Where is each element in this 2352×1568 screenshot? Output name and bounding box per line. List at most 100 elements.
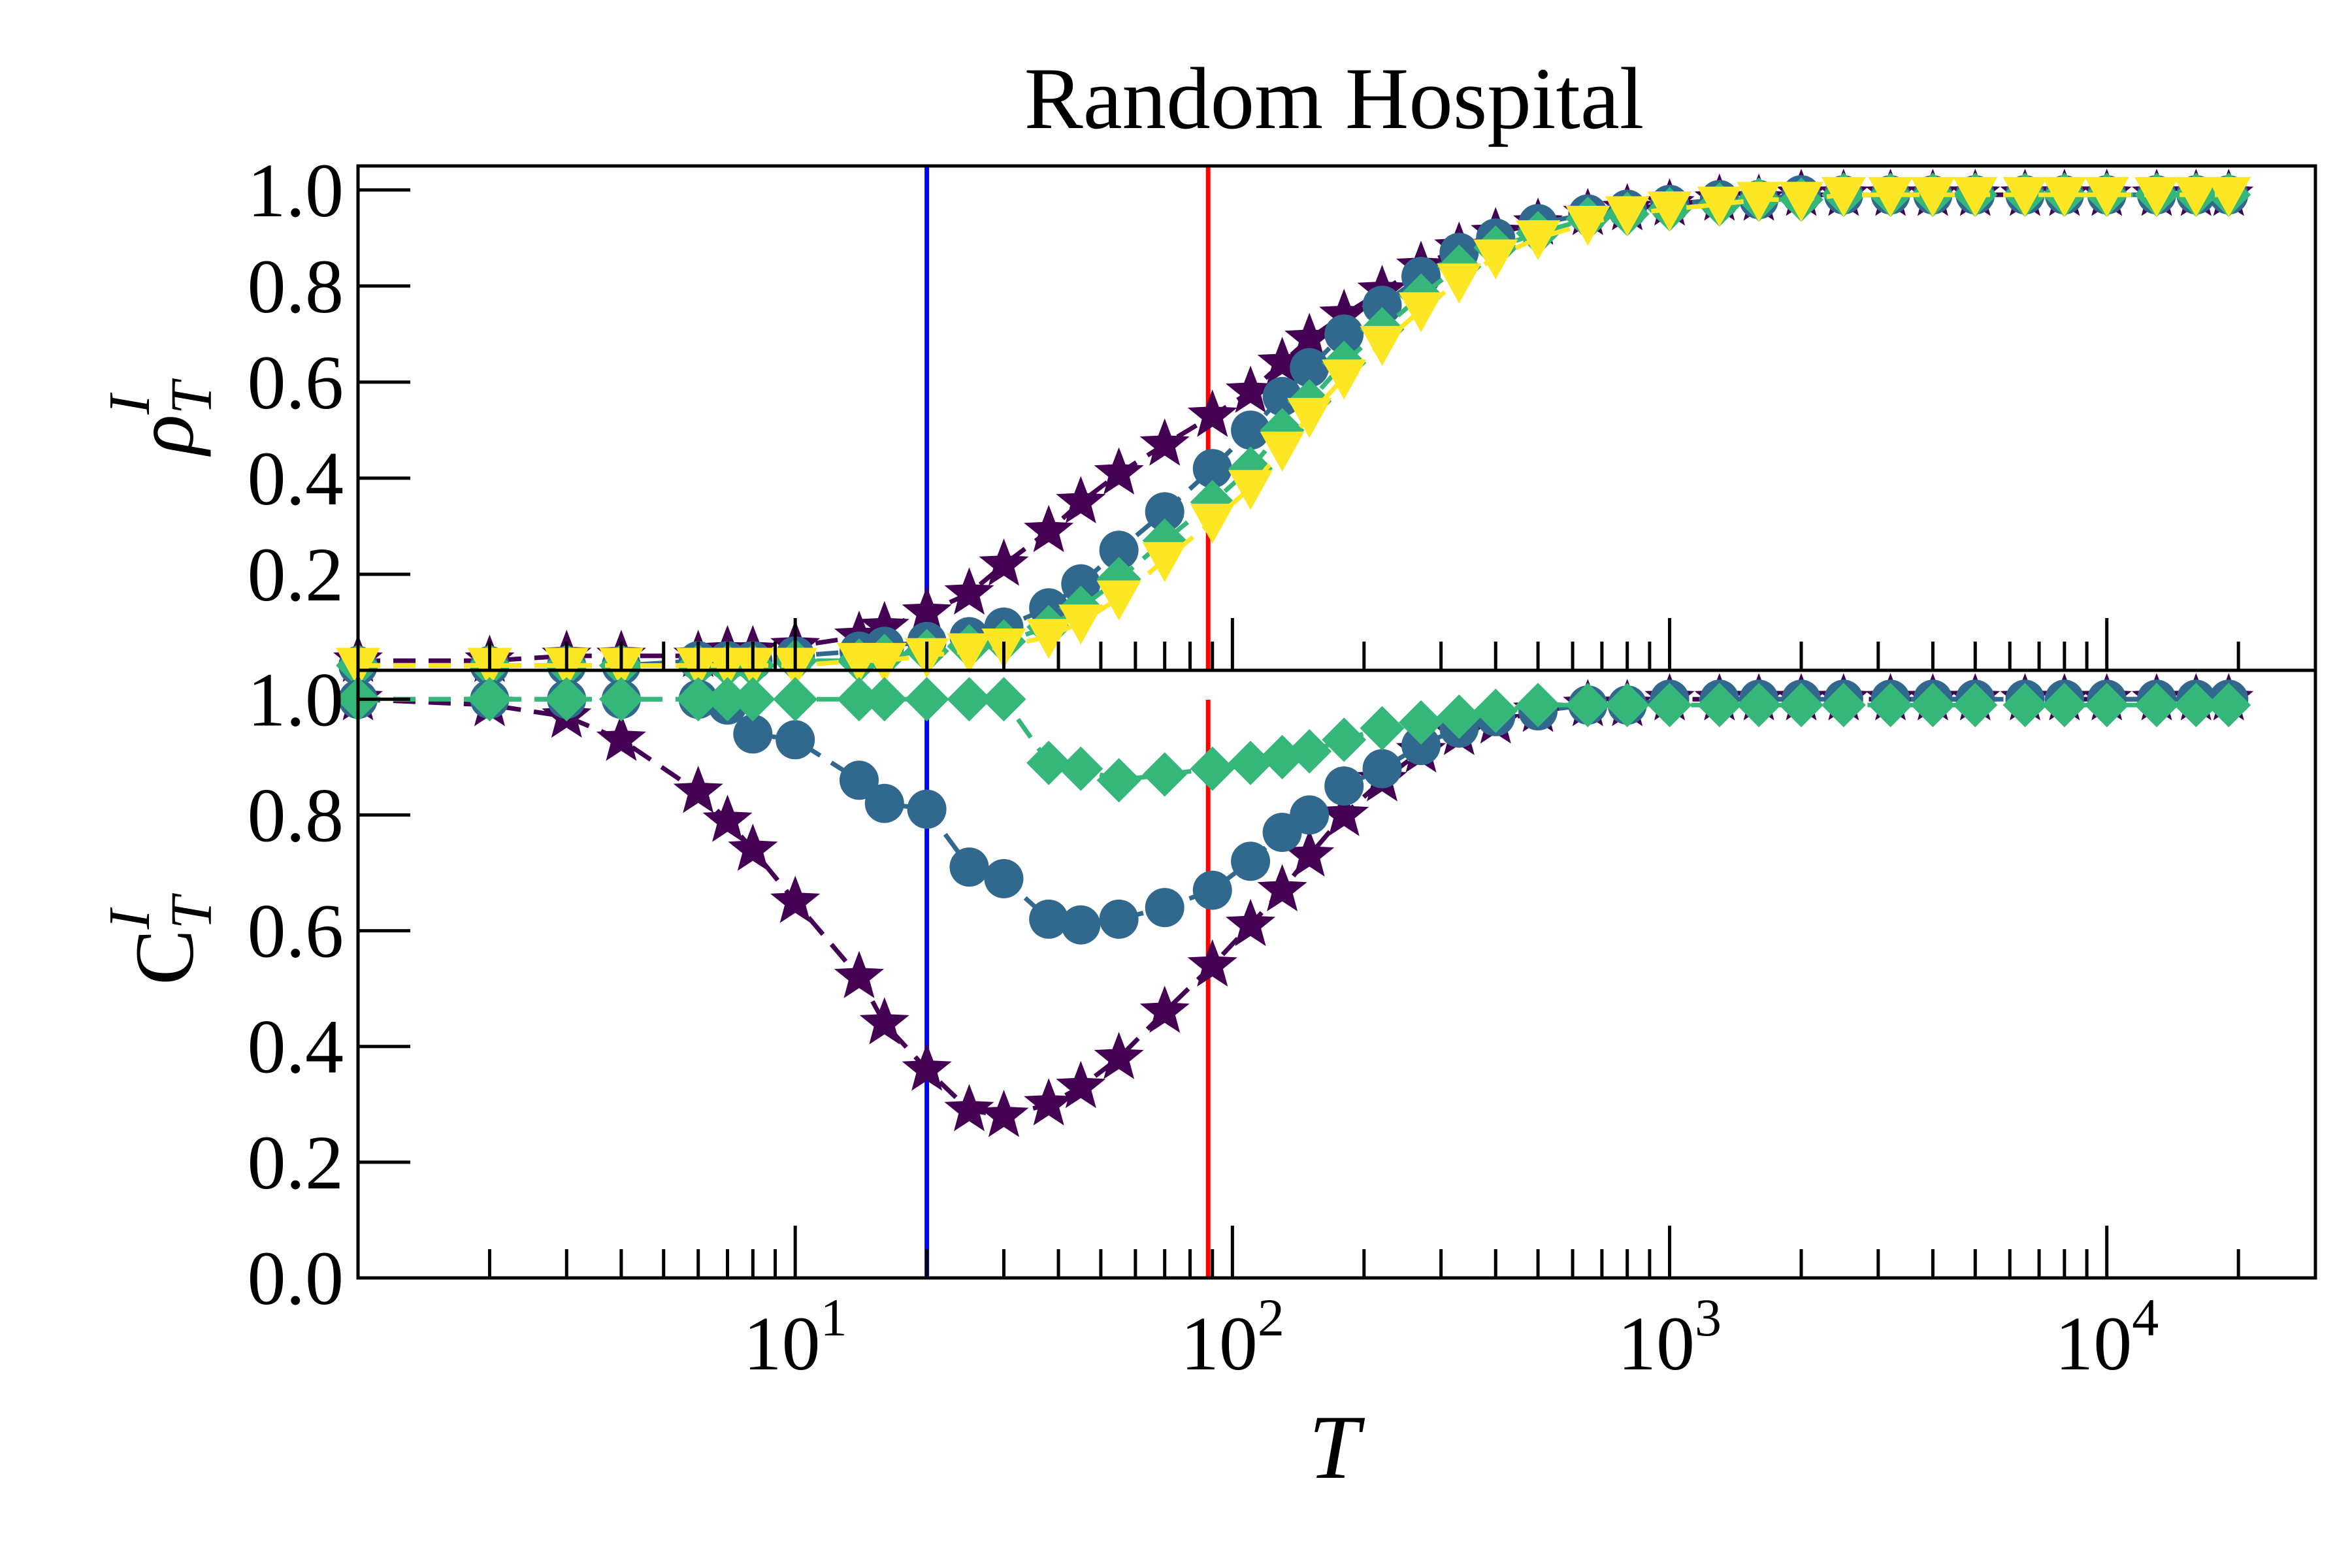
bot-series-2-point-24 bbox=[1437, 694, 1482, 739]
top-series-0-point-19 bbox=[1257, 336, 1307, 384]
top-series-3-point-16 bbox=[1142, 542, 1187, 582]
bot-series-2-point-10 bbox=[904, 677, 949, 722]
bot-series-2-point-38 bbox=[2042, 683, 2087, 728]
bot-series-2-point-28 bbox=[1605, 683, 1650, 728]
bot-series-2-point-26 bbox=[1516, 683, 1561, 728]
bot-series-2-point-30 bbox=[1697, 683, 1742, 728]
bot-series-1-point-18 bbox=[1231, 841, 1271, 881]
bot-ytick-label-2: 0.4 bbox=[248, 1004, 344, 1090]
bot-series-1-point-6 bbox=[733, 714, 773, 754]
top-series-3-point-28 bbox=[1605, 196, 1650, 237]
top-series-3-point-42 bbox=[2206, 176, 2251, 218]
bot-series-1-point-9 bbox=[864, 783, 904, 823]
top-series-3-point-17 bbox=[1190, 503, 1235, 544]
top-ytick-label-0: 0.2 bbox=[248, 532, 344, 617]
top-series-0-point-14 bbox=[1056, 476, 1106, 523]
bot-series-1-point-7 bbox=[776, 720, 815, 760]
bot-series-1-point-10 bbox=[907, 789, 947, 829]
bot-ytick-label-5: 1.0 bbox=[248, 657, 344, 742]
bot-series-2-point-2 bbox=[544, 677, 589, 722]
bot-xtick-base-1: 10 bbox=[1181, 1301, 1258, 1386]
top-ytick-label-2: 0.6 bbox=[248, 340, 344, 425]
top-series-3-point-19 bbox=[1260, 431, 1305, 472]
bot-xtick-exp-3: 4 bbox=[2132, 1288, 2159, 1347]
bot-xtick-label-0: 101 bbox=[743, 1288, 847, 1386]
bot-series-2-point-14 bbox=[1058, 746, 1103, 791]
top-series-1-point-22 bbox=[1362, 286, 1402, 325]
bot-series-0-point-4 bbox=[673, 766, 723, 813]
bot-series-0-point-13 bbox=[1024, 1078, 1074, 1126]
bot-series-0-point-16 bbox=[1139, 985, 1190, 1033]
top-series-0-point-11 bbox=[944, 567, 994, 615]
bot-series-0-point-9 bbox=[859, 997, 909, 1045]
top-series-1-point-16 bbox=[1145, 492, 1184, 532]
bot-xtick-base-0: 10 bbox=[743, 1301, 821, 1386]
bot-series-2-point-5 bbox=[705, 677, 750, 722]
top-series-1-point-20 bbox=[1290, 348, 1330, 387]
bot-series-1-point-12 bbox=[984, 858, 1024, 898]
bottom-ylabel-main: C bbox=[118, 929, 211, 985]
bot-xtick-label-3: 104 bbox=[2055, 1288, 2159, 1386]
top-series-3-point-18 bbox=[1228, 470, 1273, 510]
bot-series-0-point-3 bbox=[596, 713, 646, 761]
bot-series-2-point-21 bbox=[1322, 717, 1367, 762]
top-series-3-point-26 bbox=[1516, 220, 1561, 261]
bot-series-0-point-11 bbox=[944, 1084, 994, 1132]
top-series-3-point-11 bbox=[947, 633, 992, 674]
bot-series-2-point-33 bbox=[1821, 683, 1866, 728]
top-ticks: 0.2 0.4 0.6 0.8 1.0 bbox=[248, 148, 2240, 670]
bot-series-0-point-12 bbox=[979, 1090, 1029, 1137]
bot-series-1-point-8 bbox=[839, 760, 879, 800]
bot-series-2-point-4 bbox=[676, 677, 721, 722]
bot-series-2-point-16 bbox=[1142, 752, 1187, 797]
bot-series-2-point-39 bbox=[2084, 683, 2129, 728]
top-series-3-point-33 bbox=[1821, 176, 1866, 218]
bot-xtick-exp-2: 3 bbox=[1695, 1288, 1722, 1347]
top-series-3-point-24 bbox=[1437, 263, 1482, 304]
bot-series-2-point-20 bbox=[1287, 729, 1332, 774]
bot-series-1-point-21 bbox=[1324, 766, 1364, 806]
top-series-0-point-13 bbox=[1024, 504, 1074, 553]
top-series-3-point-41 bbox=[2174, 176, 2219, 218]
bot-series-2-point-8 bbox=[836, 677, 881, 722]
bot-series-0-point-5 bbox=[702, 794, 753, 842]
bot-series-1-point-11 bbox=[949, 847, 989, 887]
bot-series-0-point-20 bbox=[1284, 829, 1335, 877]
top-series-3-point-15 bbox=[1096, 580, 1141, 621]
top-series-3-point-36 bbox=[1953, 176, 1998, 218]
bot-series-1-point-14 bbox=[1061, 905, 1101, 945]
top-y-axis-label: ρTI bbox=[97, 378, 224, 457]
top-series-0-point-10 bbox=[902, 586, 952, 634]
bot-series-2-point-11 bbox=[947, 677, 992, 722]
top-series-3-point-34 bbox=[1868, 176, 1913, 218]
bot-series-0-point-18 bbox=[1226, 898, 1276, 947]
top-series-3-point-40 bbox=[2134, 176, 2179, 218]
bot-series-1-point-17 bbox=[1192, 870, 1232, 910]
bot-series-2-point-3 bbox=[598, 677, 644, 722]
bot-series-2-point-31 bbox=[1737, 683, 1782, 728]
top-ylabel-sub: T bbox=[159, 378, 224, 414]
top-series-1-point-17 bbox=[1192, 449, 1232, 489]
bot-series-1-point-23 bbox=[1401, 726, 1441, 766]
bot-ytick-label-3: 0.6 bbox=[248, 889, 344, 974]
top-series-0-point-18 bbox=[1226, 365, 1276, 413]
bottom-series-group bbox=[333, 673, 2254, 1137]
bot-series-0-point-6 bbox=[728, 823, 778, 871]
bot-series-0-point-7 bbox=[770, 875, 821, 923]
top-series-3-point-35 bbox=[1910, 176, 1955, 218]
top-series-1-point-14 bbox=[1061, 564, 1101, 604]
bot-series-0-point-15 bbox=[1094, 1032, 1144, 1079]
bot-ytick-label-0: 0.0 bbox=[248, 1235, 344, 1321]
top-ylabel-main: ρ bbox=[118, 414, 211, 457]
bot-series-2-point-32 bbox=[1778, 683, 1823, 728]
bot-series-2-point-7 bbox=[773, 677, 818, 722]
bot-ytick-label-4: 0.8 bbox=[248, 772, 344, 858]
chart-title: Random Hospital bbox=[1024, 50, 1644, 148]
bot-series-2-point-17 bbox=[1190, 746, 1235, 791]
top-series-3-point-22 bbox=[1360, 325, 1405, 367]
bot-series-1-point-16 bbox=[1145, 888, 1184, 928]
bot-series-1-point-22 bbox=[1362, 749, 1402, 789]
top-series-3-point-13 bbox=[1026, 619, 1071, 659]
bot-series-2-point-36 bbox=[1953, 683, 1998, 728]
bottom-ylabel-sup: I bbox=[97, 907, 162, 930]
